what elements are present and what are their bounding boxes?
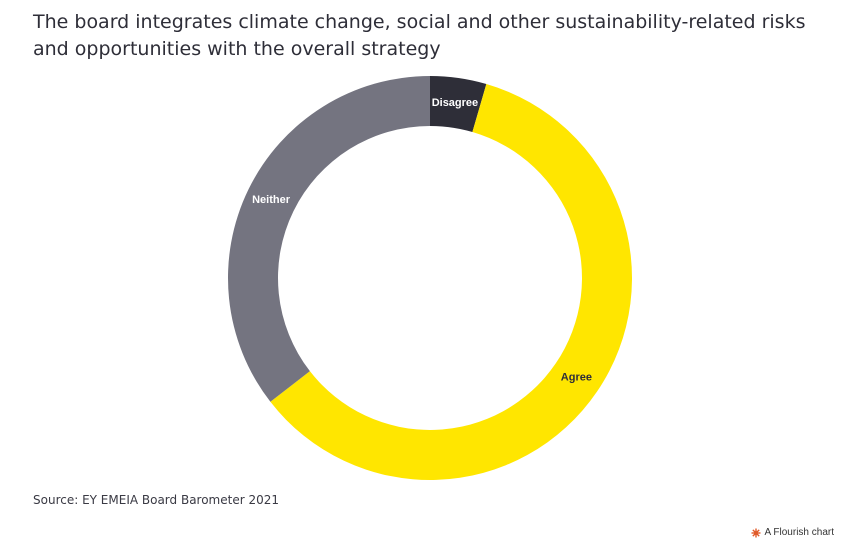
slice-disagree[interactable]	[430, 76, 487, 133]
slice-label-disagree: Disagree	[432, 97, 478, 109]
slice-label-neither: Neither	[252, 194, 291, 206]
chart-title: The board integrates climate change, soc…	[33, 11, 806, 60]
donut-chart-svg: Disagree Agree Neither	[228, 75, 633, 481]
source-note: Source: EY EMEIA Board Barometer 2021	[33, 493, 280, 507]
slice-neither[interactable]	[228, 75, 430, 402]
flourish-credit-link[interactable]: A Flourish chart	[751, 527, 834, 538]
flourish-credit-label: A Flourish chart	[764, 527, 834, 538]
donut-chart: Disagree Agree Neither	[0, 60, 868, 490]
slice-label-agree: Agree	[561, 371, 592, 383]
flourish-logo-core	[753, 530, 758, 535]
flourish-logo-icon	[751, 528, 761, 537]
